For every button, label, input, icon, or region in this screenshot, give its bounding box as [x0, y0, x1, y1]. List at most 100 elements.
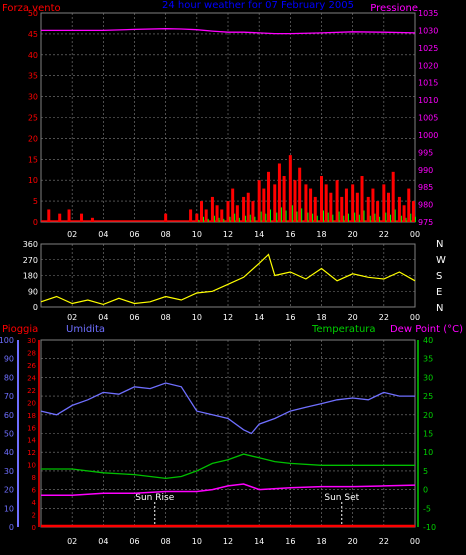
rain-y-tick: 10 — [27, 462, 36, 470]
dewpoint-line — [41, 483, 416, 496]
humidity-label: Umidita — [66, 324, 105, 335]
temperature-y-tick: 40 — [423, 336, 433, 345]
panel2-x-tick: 10 — [192, 313, 202, 322]
temperature-y-tick: 35 — [423, 355, 433, 364]
panel3-x-tick: 10 — [192, 537, 202, 546]
pressure-y-tick: 985 — [418, 183, 433, 192]
rain-y-tick: 16 — [27, 424, 36, 432]
pressure-y-tick: 1000 — [418, 131, 438, 140]
humidity-y-tick: 80 — [4, 373, 14, 382]
panel3-x-tick: 04 — [98, 537, 108, 546]
pressure-y-tick: 990 — [418, 166, 433, 175]
wind-y-tick: 30 — [28, 93, 38, 102]
pressure-y-tick: 1020 — [418, 61, 438, 70]
panel2-x-tick: 04 — [98, 313, 108, 322]
pressure-y-tick: 1010 — [418, 96, 438, 105]
panel1-x-tick: 12 — [223, 230, 233, 239]
wind-y-tick: 0 — [33, 218, 38, 227]
direction-y-tick: 360 — [23, 240, 38, 249]
wind-y-tick: 10 — [28, 176, 38, 185]
wind-y-tick: 20 — [28, 134, 38, 143]
dewpoint-label: Dew Point (°C) — [390, 324, 463, 335]
panel1-x-tick: 10 — [192, 230, 202, 239]
temperature-label: Temperatura — [311, 324, 376, 335]
rain-y-tick: 0 — [32, 524, 36, 532]
panel2-x-tick: 12 — [223, 313, 233, 322]
panel1-x-tick: 08 — [161, 230, 171, 239]
rain-y-tick: 24 — [27, 374, 36, 382]
panel3-x-tick: 16 — [285, 537, 295, 546]
temperature-y-tick: 15 — [423, 430, 433, 439]
wind-y-tick: 15 — [28, 155, 38, 164]
rain-y-tick: 22 — [27, 387, 36, 395]
panel1-x-tick: 14 — [254, 230, 264, 239]
pressure-y-tick: 1025 — [418, 44, 438, 53]
panel3-x-tick: 06 — [129, 537, 139, 546]
temperature-y-tick: -5 — [423, 504, 431, 513]
pressure-y-tick: 980 — [418, 201, 433, 210]
pressure-y-tick: 995 — [418, 148, 433, 157]
direction-cardinal-label: W — [436, 255, 446, 266]
panel1-x-tick: 02 — [67, 230, 77, 239]
direction-cardinal-label: N — [436, 239, 443, 250]
panel2-x-tick: 16 — [285, 313, 295, 322]
panel1-x-tick: 06 — [129, 230, 139, 239]
panel2-x-tick: 18 — [316, 313, 326, 322]
wind-y-tick: 5 — [33, 197, 38, 206]
rain-y-tick: 8 — [32, 474, 36, 482]
panel1-x-tick: 00 — [410, 230, 420, 239]
panel3-x-tick: 14 — [254, 537, 264, 546]
panel3-x-tick: 12 — [223, 537, 233, 546]
panel2-x-tick: 14 — [254, 313, 264, 322]
panel2-x-tick: 20 — [348, 313, 358, 322]
temperature-y-tick: 25 — [423, 392, 433, 401]
direction-cardinal-label: S — [436, 271, 442, 282]
pressure-y-tick: 1005 — [418, 114, 438, 123]
wind-y-tick: 45 — [28, 30, 38, 39]
temperature-y-tick: 5 — [423, 467, 428, 476]
humidity-y-tick: 90 — [4, 355, 14, 364]
temperature-y-tick: -10 — [423, 523, 436, 532]
pressure-line — [41, 28, 416, 35]
rain-y-tick: 28 — [27, 349, 36, 357]
panel3-x-tick: 08 — [161, 537, 171, 546]
panel3-x-tick: 18 — [316, 537, 326, 546]
panel2-x-tick: 02 — [67, 313, 77, 322]
humidity-y-tick: 30 — [4, 467, 14, 476]
panel2-x-tick: 06 — [129, 313, 139, 322]
chart-title: 24 hour weather for 07 February 2005 — [162, 0, 354, 11]
pressure-y-tick: 1030 — [418, 26, 438, 35]
rain-y-tick: 30 — [27, 337, 36, 345]
direction-y-tick: 270 — [23, 256, 38, 265]
pressure-y-tick: 1035 — [418, 9, 438, 18]
direction-y-tick: 0 — [33, 303, 38, 312]
sun-annotation: Sun Rise — [135, 493, 174, 503]
pressure-label: Pressione — [370, 3, 418, 14]
panel1-x-tick: 18 — [316, 230, 326, 239]
humidity-y-tick: 70 — [4, 392, 14, 401]
panel2-x-tick: 00 — [410, 313, 420, 322]
panel3-x-tick: 00 — [410, 537, 420, 546]
direction-cardinal-label: E — [436, 287, 442, 298]
humidity-y-tick: 50 — [4, 430, 14, 439]
humidity-y-tick: 20 — [4, 486, 14, 495]
panel1-x-tick: 16 — [285, 230, 295, 239]
rain-y-tick: 26 — [27, 362, 36, 370]
temperature-y-tick: 30 — [423, 373, 433, 382]
pressure-y-tick: 975 — [418, 218, 433, 227]
direction-line — [40, 253, 416, 306]
pressure-y-tick: 1015 — [418, 79, 438, 88]
wind-label: Forza vento — [2, 3, 61, 14]
humidity-y-tick: 10 — [4, 504, 14, 513]
direction-y-tick: 180 — [23, 272, 38, 281]
wind-y-tick: 25 — [28, 114, 38, 123]
wind-y-tick: 40 — [28, 51, 38, 60]
wind-y-tick: 50 — [28, 9, 38, 18]
wind-y-tick: 35 — [28, 72, 38, 81]
panel2-x-tick: 08 — [161, 313, 171, 322]
rain-y-tick: 20 — [27, 399, 36, 407]
rain-y-tick: 18 — [27, 412, 36, 420]
direction-cardinal-label: N — [436, 303, 443, 314]
